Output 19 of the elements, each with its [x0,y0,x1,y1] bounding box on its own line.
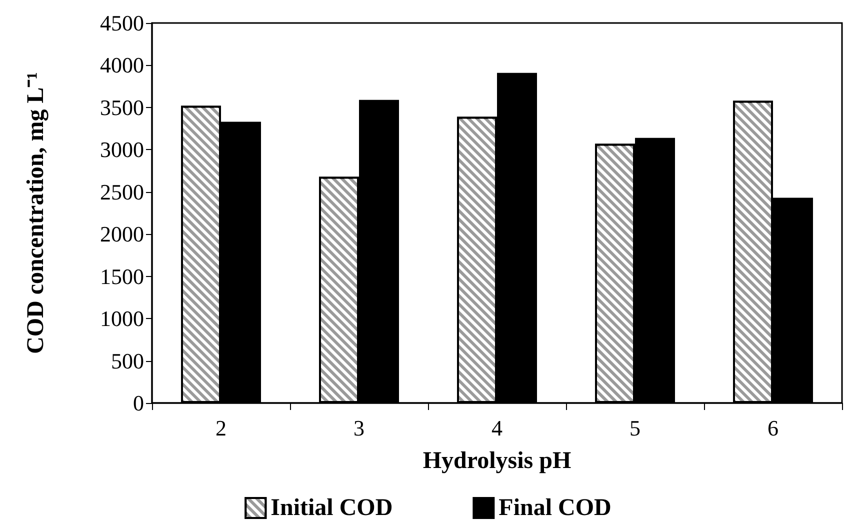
y-tick-label: 500 [111,348,144,374]
y-tick-label: 0 [133,390,144,416]
legend-label: Initial COD [270,495,393,521]
y-axis-title: COD concentration, mg L⁻¹ [23,72,49,354]
y-tick-label: 2500 [100,179,144,204]
x-axis-title: Hydrolysis pH [422,448,572,474]
y-tick-label: 3500 [100,94,144,120]
y-tick-label: 1000 [100,306,144,332]
x-tick-label: 6 [768,416,778,440]
y-tick-label: 4000 [100,52,144,78]
x-tick-label: 3 [354,416,364,440]
y-tick-label: 2000 [100,222,144,247]
y-tick-label: 4500 [100,10,144,36]
x-tick-label: 5 [630,416,640,440]
x-tick-label: 4 [492,416,502,440]
y-tick-label: 1500 [100,264,144,289]
y-tick-label: 3000 [100,137,144,162]
x-tick-label: 2 [216,416,226,440]
legend-label: Final COD [498,495,612,521]
